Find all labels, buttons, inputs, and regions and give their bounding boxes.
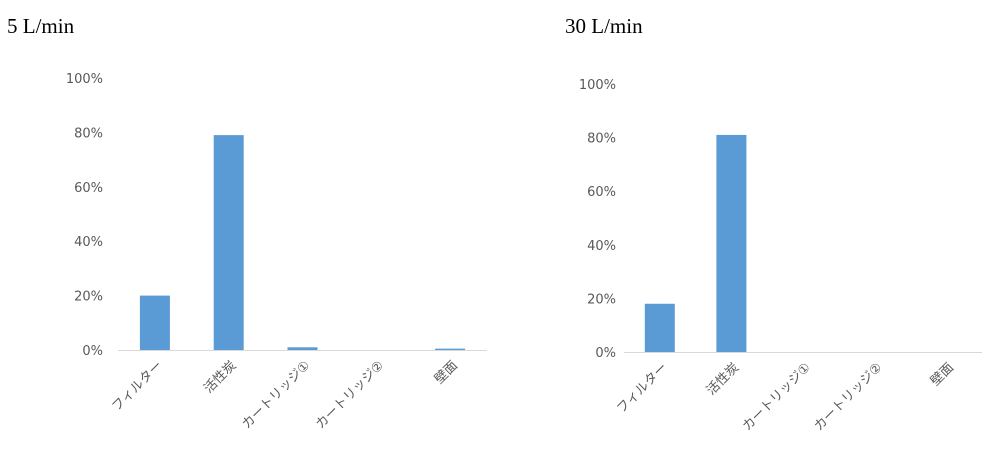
y-tick-label: 0% bbox=[595, 346, 616, 361]
category-label: 壁面 bbox=[432, 358, 461, 387]
y-tick-label: 60% bbox=[74, 181, 103, 196]
bar-5 bbox=[435, 348, 466, 350]
category-label: カートリッジ① bbox=[239, 358, 313, 432]
y-tick-label: 80% bbox=[587, 132, 616, 147]
chart-title-left: 5 L/min bbox=[7, 14, 75, 38]
y-tick-label: 60% bbox=[587, 185, 616, 200]
y-tick-label: 20% bbox=[587, 292, 616, 307]
y-tick-label: 80% bbox=[74, 126, 103, 141]
bar-2 bbox=[716, 134, 747, 352]
y-tick-label: 40% bbox=[587, 239, 616, 254]
y-tick-label: 0% bbox=[82, 344, 103, 359]
y-tick-label: 100% bbox=[66, 72, 103, 87]
category-label: 活性炭 bbox=[201, 358, 239, 396]
category-label: 活性炭 bbox=[704, 360, 742, 398]
category-label: フィルター bbox=[109, 358, 165, 414]
category-label: カートリッジ② bbox=[811, 360, 885, 434]
category-label: カートリッジ② bbox=[313, 358, 387, 432]
bar-3 bbox=[287, 347, 318, 350]
category-label: フィルター bbox=[614, 360, 670, 416]
category-label: 壁面 bbox=[928, 360, 957, 389]
y-tick-label: 20% bbox=[74, 290, 103, 305]
y-tick-label: 100% bbox=[579, 78, 616, 93]
bar-1 bbox=[139, 295, 170, 350]
chart-title-right: 30 L/min bbox=[565, 14, 643, 38]
bar-2 bbox=[213, 135, 244, 350]
bar-1 bbox=[644, 303, 675, 352]
category-label: カートリッジ① bbox=[740, 360, 814, 434]
y-tick-label: 40% bbox=[74, 235, 103, 250]
